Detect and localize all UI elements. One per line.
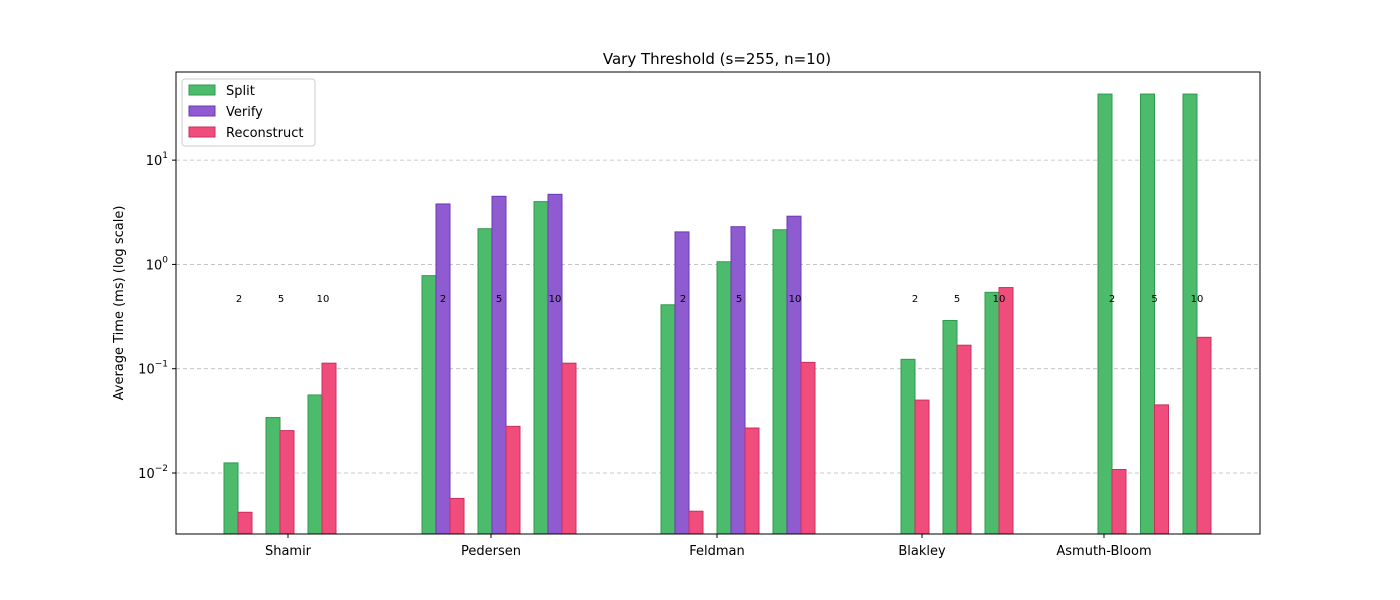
bar-split bbox=[772, 229, 788, 535]
plot-frame bbox=[175, 71, 1261, 535]
bar-reconstruct bbox=[1196, 336, 1212, 535]
y-tick-label: 10−1 bbox=[138, 360, 168, 378]
bar-reconstruct bbox=[1111, 469, 1127, 535]
bar-split bbox=[984, 291, 1000, 535]
x-tick-label: Asmuth-Bloom bbox=[1056, 544, 1151, 559]
legend-entry: Reconstruct bbox=[226, 126, 304, 141]
bar-verify bbox=[786, 215, 802, 535]
bar-split bbox=[265, 417, 281, 535]
bar-split bbox=[421, 275, 437, 535]
bar-reconstruct bbox=[688, 510, 704, 535]
bar-verify bbox=[730, 226, 746, 535]
x-tick-label: Pedersen bbox=[461, 544, 521, 559]
y-tick-label: 101 bbox=[146, 151, 168, 169]
bar-reconstruct bbox=[237, 511, 253, 535]
chart-title: Vary Threshold (s=255, n=10) bbox=[603, 50, 831, 68]
bar-reconstruct bbox=[449, 497, 465, 535]
y-tick-label: 100 bbox=[146, 255, 169, 273]
threshold-label: 10 bbox=[549, 294, 562, 305]
bar-reconstruct bbox=[1154, 404, 1169, 535]
threshold-label: 5 bbox=[1151, 294, 1157, 305]
bar-split bbox=[660, 304, 676, 535]
bar-reconstruct bbox=[956, 344, 972, 535]
threshold-label: 10 bbox=[993, 294, 1006, 305]
legend-entry: Split bbox=[226, 84, 255, 99]
x-axis-ticks: Shamir Pedersen Feldman Blakley Asmuth-Bloom bbox=[265, 534, 1152, 559]
threshold-label: 2 bbox=[236, 294, 242, 305]
threshold-label: 2 bbox=[912, 294, 918, 305]
bar-reconstruct bbox=[998, 287, 1014, 535]
bar-reconstruct bbox=[800, 361, 816, 535]
bar-verify bbox=[547, 193, 563, 535]
legend-swatch bbox=[188, 84, 216, 96]
bar-split bbox=[533, 201, 549, 535]
bar-reconstruct bbox=[561, 362, 577, 535]
bars bbox=[223, 93, 1212, 535]
y-axis-ticks: 10−2 10−1 100 101 bbox=[138, 151, 176, 482]
x-tick-label: Shamir bbox=[265, 544, 312, 559]
threshold-label: 2 bbox=[1109, 294, 1115, 305]
legend: Split Verify Reconstruct bbox=[181, 78, 316, 147]
y-tick-label: 10−2 bbox=[138, 464, 168, 482]
threshold-label: 5 bbox=[278, 294, 284, 305]
bar-verify bbox=[435, 203, 451, 535]
bar-reconstruct bbox=[744, 427, 760, 535]
bar-split bbox=[1140, 93, 1155, 535]
threshold-label: 5 bbox=[954, 294, 960, 305]
bar-split bbox=[223, 462, 239, 535]
legend-swatch bbox=[188, 105, 216, 117]
bar-split bbox=[1097, 93, 1113, 535]
threshold-label: 2 bbox=[440, 294, 446, 305]
threshold-label: 5 bbox=[496, 294, 502, 305]
threshold-label: 5 bbox=[736, 294, 742, 305]
threshold-label: 10 bbox=[789, 294, 802, 305]
bar-verify bbox=[674, 231, 690, 535]
bar-reconstruct bbox=[505, 425, 521, 535]
bar-split bbox=[307, 394, 323, 535]
bar-split bbox=[716, 261, 732, 535]
bar-split bbox=[900, 358, 916, 535]
threshold-label: 10 bbox=[317, 294, 330, 305]
bar-verify bbox=[491, 195, 507, 535]
bar-reconstruct bbox=[279, 430, 295, 535]
x-tick-label: Blakley bbox=[898, 544, 946, 559]
bar-split bbox=[1182, 93, 1198, 535]
legend-swatch bbox=[188, 126, 216, 138]
threshold-annotations: 2 5 10 2 5 10 2 5 10 2 5 10 2 5 10 bbox=[236, 294, 1204, 305]
bar-split bbox=[942, 319, 958, 535]
threshold-label: 2 bbox=[680, 294, 686, 305]
y-axis-title: Average Time (ms) (log scale) bbox=[112, 206, 127, 401]
bar-split bbox=[477, 228, 493, 535]
x-tick-label: Feldman bbox=[689, 544, 745, 559]
bar-reconstruct bbox=[321, 362, 337, 535]
bar-reconstruct bbox=[914, 399, 930, 535]
threshold-label: 10 bbox=[1191, 294, 1204, 305]
legend-entry: Verify bbox=[226, 105, 263, 120]
